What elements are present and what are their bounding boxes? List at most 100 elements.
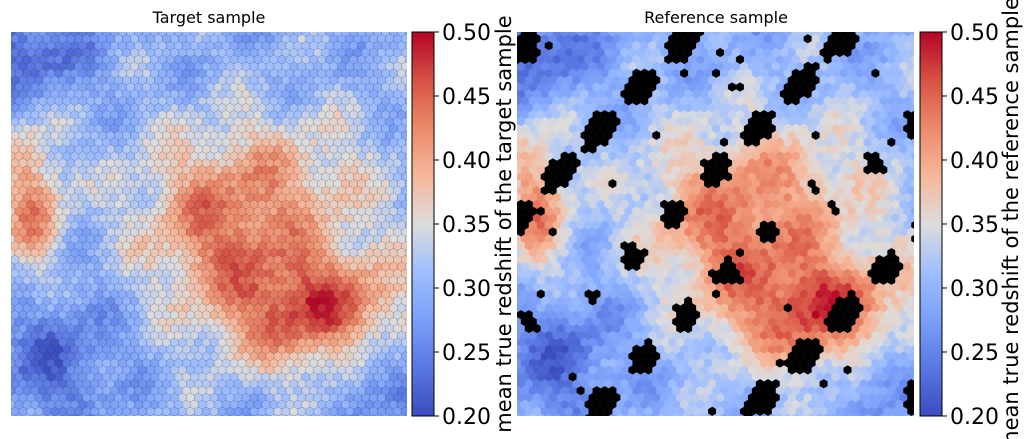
hex-cell [333,413,342,416]
hex-cell [911,69,914,78]
hex-cell [301,413,310,416]
hex-cell [405,166,407,174]
hex-cell [357,413,366,416]
hex-cell [405,401,407,409]
hex-cell [401,406,407,416]
hex-cell [911,248,914,257]
hex-cell [277,413,287,416]
heatmap-reference [517,32,914,416]
hex-cell [911,262,914,271]
colorbar-ticks: 0.200.250.300.350.400.450.50 [434,21,491,430]
hex-cell [14,413,24,416]
hex-cells [517,32,914,416]
colorbar-tick-label: 0.50 [442,21,491,46]
hex-cell [102,413,111,416]
hex-cell [911,290,914,299]
hex-cell [11,32,16,37]
hex-cell [253,413,263,416]
hex-cell [150,413,159,416]
hex-cell [46,413,56,416]
hex-cell [911,276,914,285]
hex-cell [389,413,398,416]
colorbar-label: mean true redshift of the target sample [492,15,516,432]
hex-cell [405,207,407,215]
hex-cell [317,413,326,416]
colorbar [411,31,435,417]
hex-cell [405,249,407,257]
hex-cell [237,413,247,416]
hex-cell [911,152,914,161]
hex-cell [190,413,199,416]
hex-cell [405,69,407,77]
hex-cell [86,413,95,416]
hex-cell [245,413,255,416]
hex-cell [325,413,334,416]
hex-cell [405,56,407,64]
hex-cell [293,413,303,416]
hex-cell [405,276,407,284]
hex-cell [405,359,407,367]
hex-cell [405,304,407,312]
hex-cell [911,166,914,174]
hex-cells [11,32,407,416]
hex-cell [229,413,239,416]
hex-cell [309,413,318,416]
hex-cell [405,387,407,395]
hex-cell [373,413,382,416]
hex-cell [911,179,914,188]
panel-reference: Reference sample 0.200.250.300.350.400.4… [517,0,1023,439]
colorbar-tick-label: 0.40 [442,149,491,174]
hex-cell [205,413,215,416]
hex-cell [405,111,407,119]
hex-cell [30,413,40,416]
hex-cell [134,413,143,416]
hex-cell [261,413,271,416]
hex-cell [405,263,407,271]
hex-cell [94,413,103,416]
hex-cell [405,221,407,229]
hex-cell [911,110,914,119]
hex-cell [405,83,407,91]
colorbar-tick-label: 0.20 [442,405,491,430]
hex-cell [405,318,407,326]
hex-cell [405,97,407,105]
hex-cell [213,413,223,416]
panel-title: Reference sample [644,8,788,27]
hex-cell [397,413,406,416]
hex-cell [341,413,350,416]
hex-cell [349,413,358,416]
hex-cell [911,221,914,230]
heatmap-target [11,32,407,416]
hex-cell [517,32,522,37]
hex-cell [405,125,407,133]
hex-cell [182,413,191,416]
hex-cell [911,207,914,216]
hex-cell [11,413,16,416]
hex-cell [405,42,407,50]
colorbar-tick-label: 0.25 [442,341,491,366]
hex-cell [54,413,63,416]
hex-cell [911,83,914,92]
hex-cell [405,414,407,416]
hex-cell [911,138,914,147]
colorbar-tick-label: 0.45 [442,85,491,110]
hex-cell [381,413,390,416]
hex-cell [174,413,183,416]
hex-cell [62,413,71,416]
hex-cell [38,413,48,416]
hex-cell [405,180,407,188]
hex-cell [911,55,914,64]
colorbar-target: 0.200.250.300.350.400.450.50 mean true r… [411,15,516,433]
hex-cell [405,345,407,353]
hex-cell [142,413,151,416]
hex-cell [126,413,135,416]
hex-cell [110,413,119,416]
hex-cell [365,413,374,416]
hex-cell [269,413,279,416]
hex-cell [70,413,79,416]
hex-cell [166,413,175,416]
hex-cell [405,194,407,202]
hex-cell [405,138,407,146]
hex-cell [405,152,407,160]
